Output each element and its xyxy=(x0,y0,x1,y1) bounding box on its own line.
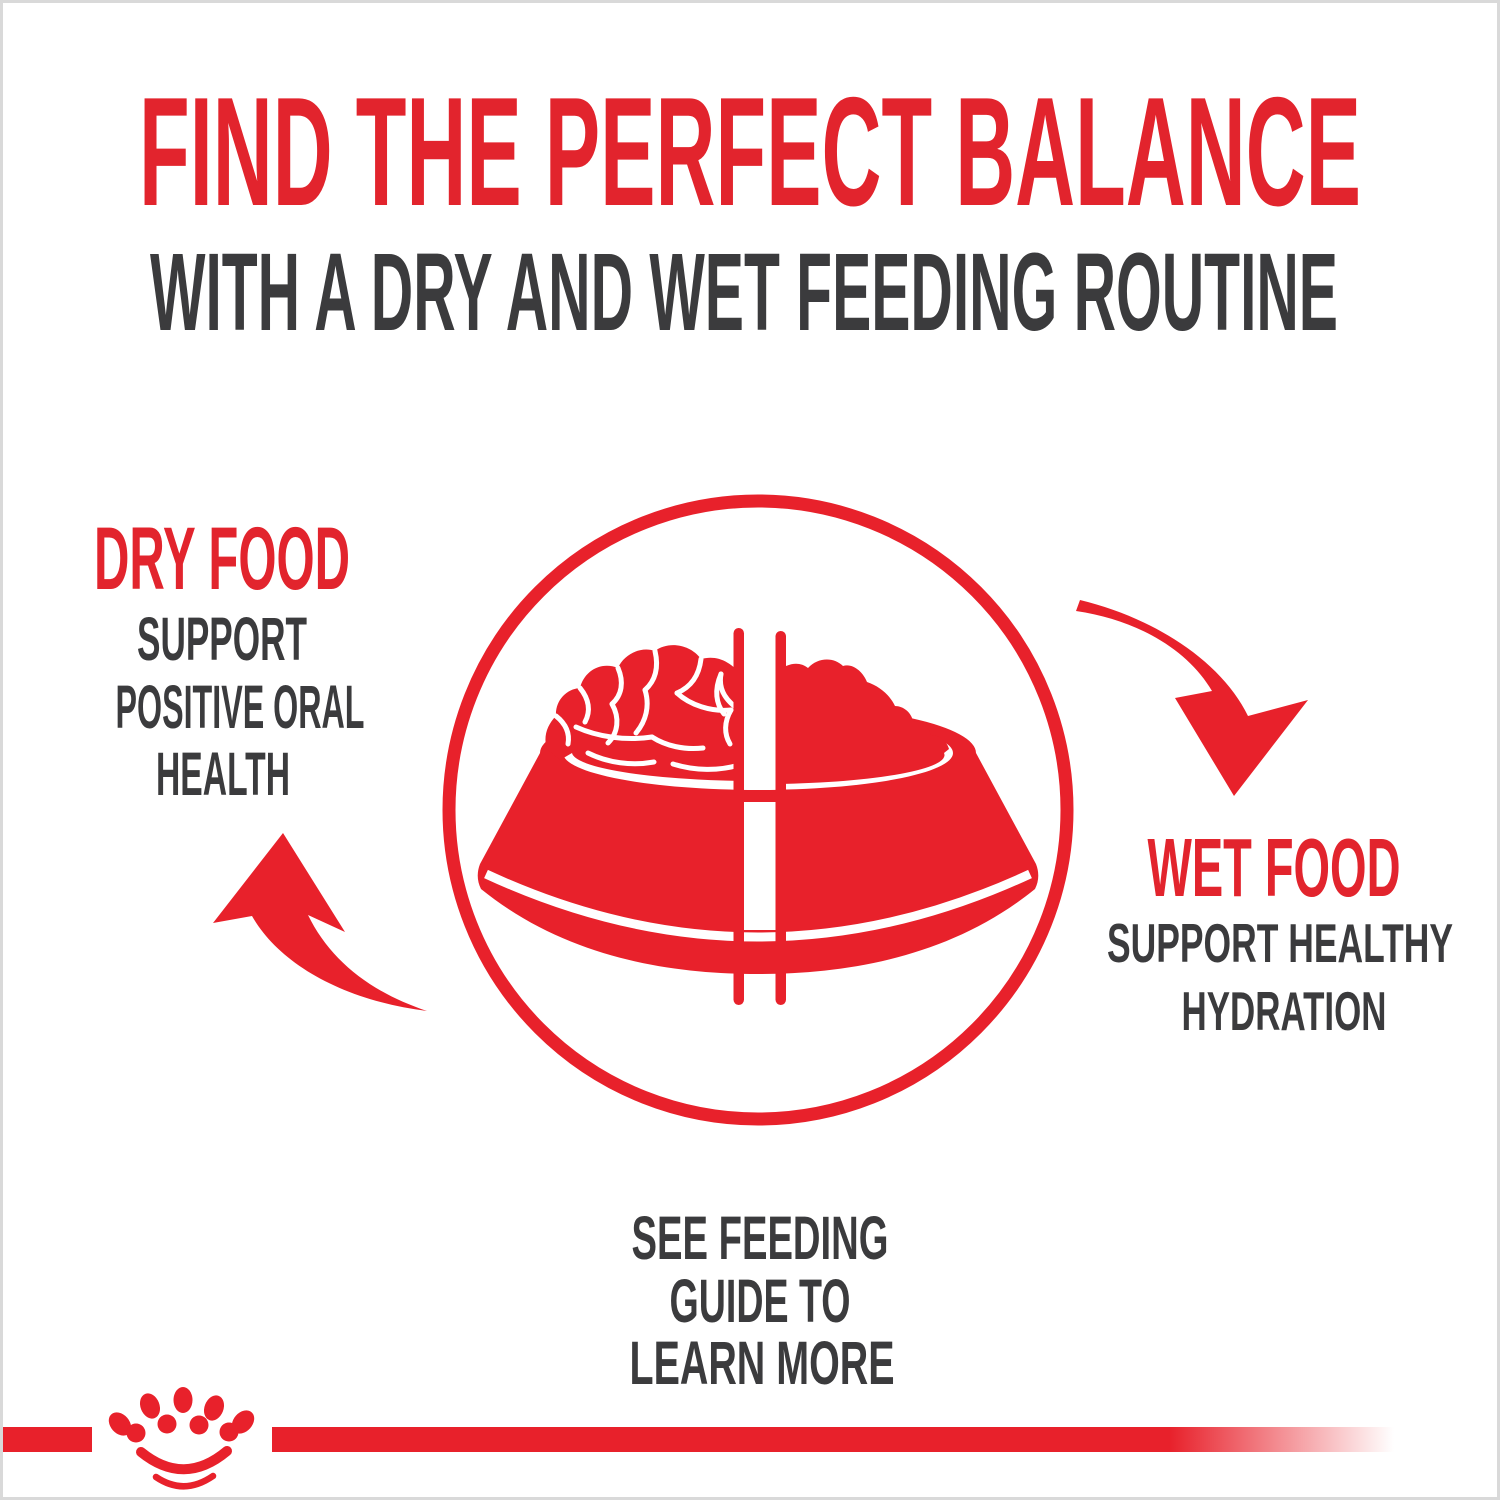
split-gap-lower xyxy=(744,802,776,930)
dry-food-benefit-line: HEALTH xyxy=(156,740,290,808)
bowl-base-separator xyxy=(484,869,1032,942)
wet-food-label-block: WET FOOD SUPPORT HEALTHY HYDRATION xyxy=(1107,821,1453,1042)
curved-arrow-down-right-icon xyxy=(1076,600,1308,796)
kibble-dry-half xyxy=(545,645,744,781)
dry-wet-split-bowl-icon xyxy=(442,494,1074,1126)
dry-food-label-block: DRY FOOD SUPPORT POSITIVE ORAL HEALTH xyxy=(94,508,365,808)
brand-band-left xyxy=(0,1427,92,1452)
dry-food-benefit-line: POSITIVE ORAL xyxy=(116,673,365,741)
footer-brand-band xyxy=(0,1387,1394,1490)
feeding-guide-note-line: GUIDE TO xyxy=(670,1267,851,1335)
wet-food-benefit-line: SUPPORT HEALTHY xyxy=(1107,912,1453,974)
split-gap-upper xyxy=(744,640,776,788)
kibble-texture-lines xyxy=(553,648,744,772)
divider-bar-left xyxy=(733,628,744,1005)
bowl-circle-ring xyxy=(442,494,1074,1126)
dry-food-heading: DRY FOOD xyxy=(94,508,350,608)
brand-band-right xyxy=(272,1427,1394,1452)
divider-bar-right xyxy=(775,631,786,1005)
feeding-guide-note-line: SEE FEEDING xyxy=(632,1204,889,1272)
wet-food-benefit-line: HYDRATION xyxy=(1182,980,1387,1042)
page-subtitle: WITH A DRY AND WET FEEDING ROUTINE xyxy=(150,231,1338,354)
wet-food-half xyxy=(776,659,949,784)
dry-food-benefit-line: SUPPORT xyxy=(137,605,307,673)
feeding-guide-note: SEE FEEDING GUIDE TO LEARN MORE xyxy=(630,1204,895,1397)
wet-food-heading: WET FOOD xyxy=(1148,821,1401,914)
page-title: FIND THE PERFECT BALANCE xyxy=(139,65,1361,238)
feeding-guide-note-line: LEARN MORE xyxy=(630,1329,895,1397)
royal-canin-crown-paw-logo-icon xyxy=(108,1387,255,1490)
curved-arrow-up-left-icon xyxy=(213,833,427,1011)
